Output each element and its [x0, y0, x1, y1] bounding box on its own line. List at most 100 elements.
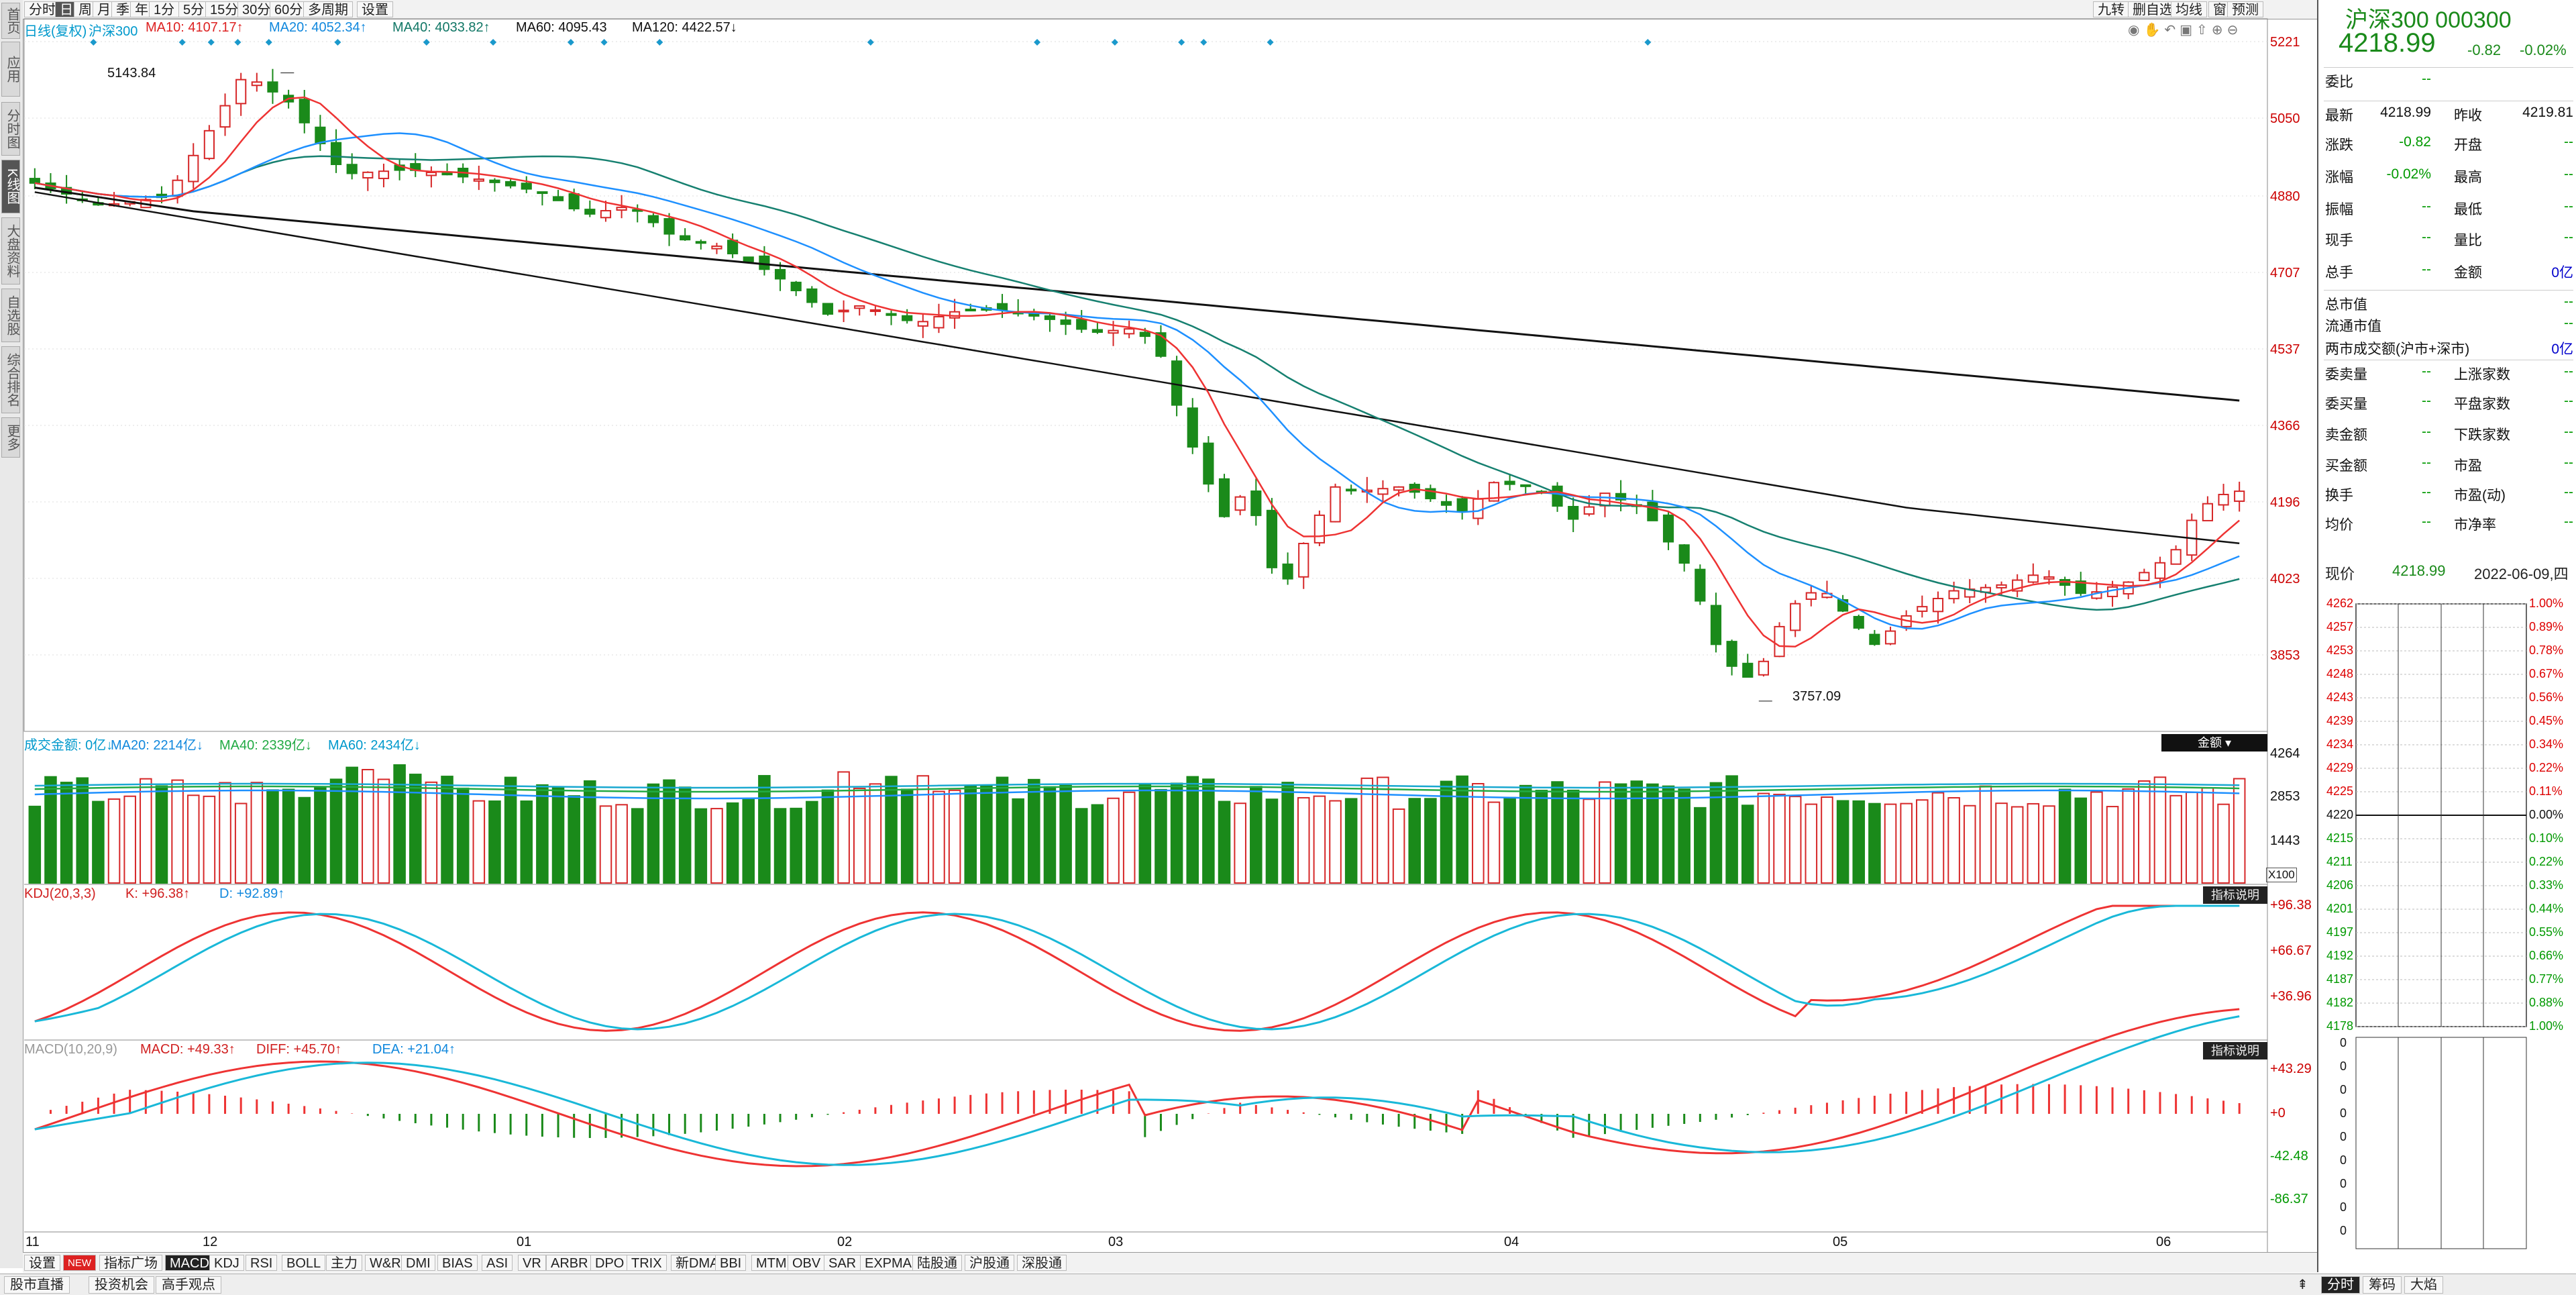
macd-help-badge[interactable]: 指标说明 [2203, 1042, 2267, 1059]
indicator-tab-24[interactable]: 深股通 [1017, 1255, 1067, 1271]
quote-value: -- [2564, 229, 2573, 245]
period-7[interactable]: 5分 [178, 1, 209, 17]
hand-icon[interactable]: ✋ [2143, 23, 2165, 38]
volume-bar [1138, 783, 1152, 884]
mini-vol-tick: 0 [2340, 1177, 2347, 1190]
quote-row: 总手 -- 金额 0亿 [2325, 262, 2573, 289]
indicator-tab-7[interactable]: 主力 [326, 1255, 362, 1271]
indicator-tab-18[interactable]: MTM [751, 1255, 792, 1271]
indicator-tab-4[interactable]: KDJ [209, 1255, 244, 1271]
footer-timeshare[interactable]: 分时 [2321, 1276, 2360, 1294]
tab-more[interactable]: 更多 [1, 417, 20, 458]
footer-live[interactable]: 股市直播 [4, 1276, 70, 1294]
indicator-tab-20[interactable]: SAR [824, 1255, 861, 1271]
mini-pct-tick: 0.22% [2529, 855, 2564, 868]
footer-flame[interactable]: 大焰 [2404, 1276, 2443, 1294]
volume-bar [1725, 775, 1738, 884]
volume-bar [948, 789, 961, 884]
tab-ranking[interactable]: 综合排名 [1, 346, 20, 413]
quote-label: 市盈(动) [2454, 488, 2506, 503]
indicator-tab-1[interactable]: NEW [63, 1255, 96, 1271]
price-tick: 4707 [2270, 266, 2300, 280]
indicator-tab-13[interactable]: ARBR [546, 1255, 593, 1271]
footer-expert[interactable]: 高手观点 [156, 1276, 221, 1294]
volume-bar [1392, 808, 1405, 884]
period-3[interactable]: 月 [93, 1, 115, 17]
volume-bar [806, 800, 818, 884]
candle-body [1139, 331, 1150, 338]
indicator-tab-9[interactable]: DMI [401, 1255, 435, 1271]
tab-timeshare[interactable]: 分时图 [1, 102, 20, 156]
eye-icon[interactable]: ◉ [2128, 23, 2144, 38]
arrow-up-icon[interactable]: ⇧ [2196, 23, 2212, 38]
indicator-tab-12[interactable]: VR [518, 1255, 546, 1271]
tab-home[interactable]: 首页 [1, 3, 20, 39]
intraday-mini-chart[interactable] [2318, 584, 2576, 1272]
candle-body [727, 240, 739, 254]
volume-mode-dropdown[interactable]: 金额 ▾ [2161, 734, 2267, 752]
tab-kline[interactable]: K线图 [1, 160, 20, 213]
indicator-tab-8[interactable]: W&R [365, 1255, 406, 1271]
candle-body [568, 193, 580, 209]
macd-tick: -86.37 [2270, 1192, 2308, 1206]
up-arrow-icon[interactable]: ⇞ [2297, 1278, 2308, 1292]
event-marker [90, 39, 97, 46]
tab-apps[interactable]: 应用 [1, 42, 20, 97]
volume-bar [678, 786, 692, 884]
indicator-tab-14[interactable]: DPO [590, 1255, 629, 1271]
undo-icon[interactable]: ↶ [2164, 23, 2180, 38]
lock-icon[interactable]: ▣ [2180, 23, 2197, 38]
indicator-tab-2[interactable]: 指标广场 [99, 1255, 162, 1271]
footer-chips[interactable]: 筹码 [2363, 1276, 2402, 1294]
mini-vol-tick: 0 [2340, 1059, 2347, 1073]
toolbar-right-4[interactable]: 预测 [2227, 1, 2263, 17]
toolbar-right-0[interactable]: 九转 [2093, 1, 2129, 17]
period-8[interactable]: 15分 [205, 1, 244, 17]
indicator-tab-17[interactable]: BBI [715, 1255, 747, 1271]
volume-bar [1059, 784, 1072, 884]
candle-body [188, 154, 199, 183]
volume-bar [1805, 803, 1818, 884]
zoom-out-icon[interactable]: ⊖ [2226, 23, 2243, 38]
indicator-tab-10[interactable]: BIAS [437, 1255, 478, 1271]
indicator-tab-16[interactable]: 新DMA [671, 1255, 724, 1271]
candle-body [1710, 605, 1722, 645]
stock-chart-canvas[interactable] [0, 0, 2317, 1252]
mini-vol-tick: 0 [2340, 1200, 2347, 1214]
event-marker [600, 39, 608, 46]
volume-bar [1155, 788, 1167, 884]
period-0[interactable]: 分时 [24, 1, 60, 17]
indicator-tab-23[interactable]: 沪股通 [965, 1255, 1014, 1271]
candle-body [869, 309, 881, 312]
kdj-help-badge[interactable]: 指标说明 [2203, 886, 2267, 904]
indicator-tab-22[interactable]: 陆股通 [912, 1255, 962, 1271]
indicator-tab-3[interactable]: MACD [165, 1255, 214, 1271]
indicator-tab-6[interactable]: BOLL [282, 1255, 326, 1271]
zoom-in-icon[interactable]: ⊕ [2211, 23, 2227, 38]
quote-label: 开盘 [2454, 138, 2482, 153]
mini-price-tick: 4178 [2326, 1019, 2354, 1033]
volume-bar [1360, 777, 1374, 884]
quote-value: -- [2564, 393, 2573, 409]
period-12[interactable]: 设置 [357, 1, 393, 17]
chevron-down-icon: ▾ [2224, 736, 2232, 749]
indicator-tab-0[interactable]: 设置 [24, 1255, 60, 1271]
period-9[interactable]: 30分 [237, 1, 276, 17]
indicator-tab-5[interactable]: RSI [246, 1255, 278, 1271]
volume-bar [1329, 800, 1342, 884]
toolbar-right-2[interactable]: 均线 [2171, 1, 2207, 17]
quote-label: 涨跌 [2325, 138, 2353, 153]
tab-market-data[interactable]: 大盘资料 [1, 217, 20, 284]
indicator-tab-15[interactable]: TRIX [627, 1255, 667, 1271]
volume-bar [2122, 788, 2135, 884]
quote-label: 量比 [2454, 233, 2482, 248]
tab-watchlist[interactable]: 自选股 [1, 289, 20, 342]
volume-bar [647, 783, 660, 884]
indicator-tab-11[interactable]: ASI [482, 1255, 513, 1271]
footer-opportunity[interactable]: 投资机会 [89, 1276, 154, 1294]
indicator-tab-21[interactable]: EXPMA [860, 1255, 917, 1271]
period-11[interactable]: 多周期 [303, 1, 353, 17]
period-10[interactable]: 60分 [270, 1, 308, 17]
indicator-tab-19[interactable]: OBV [788, 1255, 826, 1271]
period-6[interactable]: 1分 [149, 1, 180, 17]
